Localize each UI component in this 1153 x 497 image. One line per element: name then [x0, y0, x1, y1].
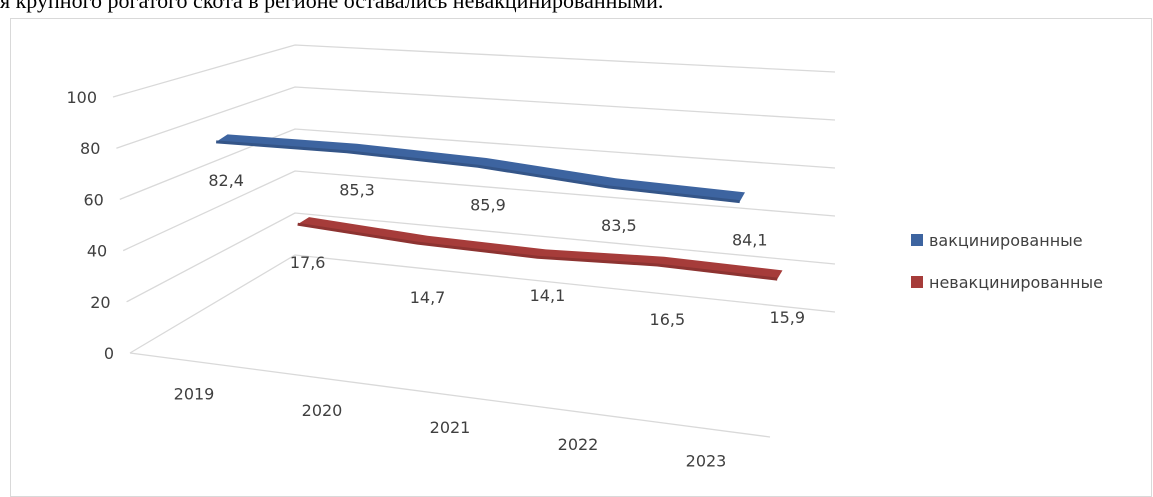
line — [297, 222, 778, 281]
data-label: 15,9 — [769, 308, 805, 327]
legend-label: невакцинированные — [929, 273, 1103, 292]
data-label: 16,5 — [650, 310, 686, 329]
x-tick-label: 2022 — [558, 435, 599, 454]
legend-swatch — [911, 234, 923, 246]
floor-edge — [129, 352, 771, 438]
data-label: 83,5 — [601, 216, 637, 235]
grid-line — [122, 170, 836, 252]
data-label: 82,4 — [208, 171, 244, 190]
y-tick-label: 100 — [66, 88, 97, 107]
line — [216, 140, 740, 204]
data-label: 17,6 — [290, 253, 326, 272]
ribbon — [297, 217, 783, 280]
y-tick-label: 40 — [87, 242, 107, 261]
x-tick-label: 2020 — [302, 401, 343, 420]
grid-line — [126, 212, 836, 303]
data-label: 84,1 — [732, 231, 768, 250]
x-tick-label: 2023 — [686, 452, 727, 471]
data-label: 85,3 — [339, 181, 375, 200]
data-label: 14,7 — [410, 288, 446, 307]
y-tick-label: 0 — [104, 344, 114, 363]
y-tick-label: 80 — [80, 139, 100, 158]
y-tick-label: 60 — [83, 190, 103, 209]
grid-line — [112, 44, 836, 98]
x-tick-label: 2021 — [430, 418, 471, 437]
data-label: 85,9 — [470, 195, 506, 214]
document-text: я крупного рогатого скота в регионе оста… — [0, 0, 664, 13]
grid-line — [129, 254, 836, 354]
data-label: 14,1 — [530, 286, 566, 305]
legend-swatch — [911, 276, 923, 288]
x-tick-label: 2019 — [174, 384, 215, 403]
y-tick-label: 20 — [90, 293, 110, 312]
grid-line — [119, 128, 836, 201]
legend-label: вакцинированные — [929, 231, 1083, 250]
grid-line — [116, 86, 836, 149]
